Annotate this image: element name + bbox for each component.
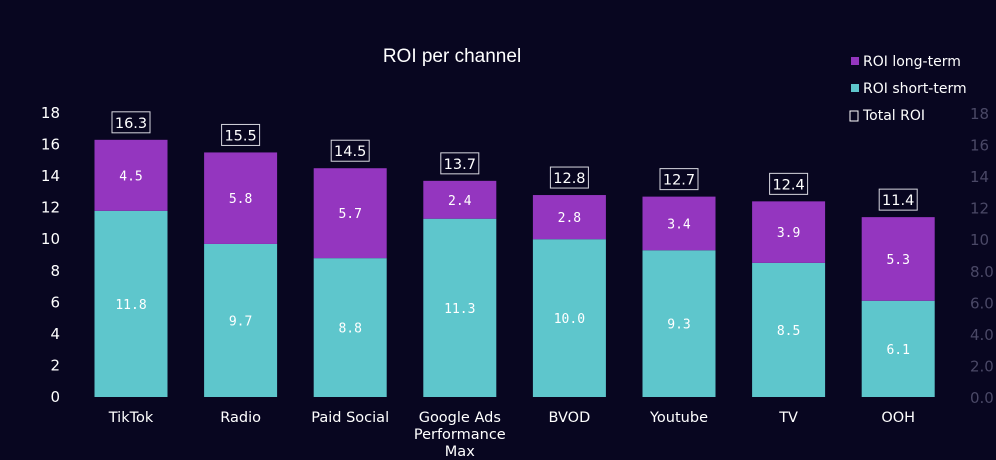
legend-swatch-total: [849, 110, 859, 122]
secondary-y-tick-label: 0.0: [970, 389, 994, 407]
bar-long-term: [423, 180, 497, 219]
total-label: 12.7: [663, 173, 695, 189]
legend-swatch: [851, 57, 859, 65]
x-tick-label: BVOD: [549, 410, 591, 426]
secondary-y-tick-label: 2.0: [970, 357, 994, 375]
bar-group: 9.3 3.4 12.7: [642, 168, 716, 397]
total-label: 15.5: [224, 128, 256, 144]
legend: ROI long-term ROI short-term Total ROI: [849, 54, 967, 124]
data-label-short-term: 11.8: [115, 298, 146, 313]
data-label-long-term: 4.5: [119, 169, 142, 184]
legend-label: ROI long-term: [863, 54, 961, 70]
y-tick-label: 12: [41, 199, 60, 217]
legend-swatch: [851, 84, 859, 92]
total-label-box: [659, 168, 699, 191]
total-label: 16.3: [115, 116, 147, 132]
total-label-box: [769, 172, 809, 195]
data-label-short-term: 9.7: [229, 314, 252, 329]
data-label-short-term: 10.0: [554, 312, 585, 327]
y-tick-label: 14: [41, 167, 60, 185]
data-label-long-term: 5.7: [338, 207, 361, 222]
y-tick-label: 16: [41, 136, 60, 154]
bar-long-term: [94, 139, 168, 211]
data-label-long-term: 2.4: [448, 194, 472, 209]
y-axis: 0 2 4 6 8 10 12 14 16 18: [41, 104, 60, 406]
bar-short-term: [94, 210, 168, 397]
total-label: 12.8: [553, 171, 585, 187]
secondary-y-tick-label: 6.0: [970, 294, 994, 312]
y-tick-label: 0: [50, 388, 60, 406]
bar-long-term: [752, 201, 826, 263]
data-label-short-term: 8.8: [338, 322, 361, 337]
secondary-y-tick-label: 18: [970, 105, 989, 123]
secondary-y-tick-label: 8.0: [970, 263, 994, 281]
bar-long-term: [642, 196, 716, 251]
data-label-short-term: 11.3: [444, 302, 475, 317]
data-label-long-term: 5.3: [886, 253, 909, 268]
x-tick-label: Google Ads Performance Max: [414, 410, 506, 460]
data-label-long-term: 3.4: [667, 217, 691, 232]
x-axis: TikTok Radio Paid Social Google Ads Performa…: [108, 410, 915, 460]
total-label: 12.4: [772, 177, 804, 193]
data-label-short-term: 6.1: [886, 343, 909, 358]
x-tick-label: Paid Social: [311, 410, 389, 426]
total-label-box: [549, 166, 589, 189]
y-tick-label: 6: [50, 293, 60, 311]
total-label-box: [440, 152, 480, 175]
total-label-box: [111, 111, 151, 134]
total-label: 11.4: [882, 193, 914, 209]
x-tick-label: Youtube: [649, 410, 708, 426]
x-tick-label: Radio: [220, 410, 261, 426]
bar-long-term: [313, 168, 387, 259]
secondary-y-axis-ghost: 18 16 14 12 10 8.0 6.0 4.0 2.0 0.0: [970, 105, 994, 407]
bar-short-term: [313, 258, 387, 397]
total-label-box: [878, 188, 918, 211]
bar-short-term: [642, 250, 716, 397]
chart-title: ROI per channel: [383, 46, 521, 67]
y-tick-label: 2: [50, 356, 60, 374]
total-label-box: [330, 139, 370, 162]
total-label: 13.7: [444, 157, 476, 173]
secondary-y-tick-label: 4.0: [970, 326, 994, 344]
bar-long-term: [204, 152, 278, 244]
total-label-box: [221, 123, 261, 146]
secondary-y-tick-label: 16: [970, 137, 989, 155]
y-tick-label: 10: [41, 230, 60, 248]
bar-group: 11.8 4.5 16.3: [94, 111, 168, 397]
data-label-long-term: 5.8: [229, 192, 252, 207]
x-tick-label: TikTok: [108, 410, 154, 426]
data-label-long-term: 3.9: [777, 226, 800, 241]
y-tick-label: 18: [41, 104, 60, 122]
x-tick-label: TV: [778, 410, 798, 426]
bar-short-term: [752, 262, 826, 397]
bar-group: 10.0 2.8 12.8: [532, 166, 606, 397]
bar-short-term: [204, 243, 278, 397]
bar-group: 8.8 5.7 14.5: [313, 139, 387, 397]
secondary-y-tick-label: 10: [970, 231, 989, 249]
secondary-y-tick-label: 14: [970, 168, 989, 186]
secondary-y-tick-label: 12: [970, 200, 989, 218]
bar-short-term: [861, 300, 935, 397]
bar-short-term: [532, 239, 606, 397]
bar-short-term: [423, 218, 497, 397]
total-label: 14.5: [334, 144, 366, 160]
bar-group: 8.5 3.9 12.4: [752, 172, 826, 397]
y-tick-label: 4: [50, 325, 60, 343]
y-tick-label: 8: [50, 262, 60, 280]
x-tick-label: OOH: [881, 410, 915, 426]
bars: 11.8 4.5 16.3 9.7 5.8 15.5 8.8 5.7 14.5 11.3 2.4 13…: [94, 111, 935, 397]
legend-label: ROI short-term: [863, 81, 967, 97]
bar-group: 6.1 5.3 11.4: [861, 188, 935, 397]
data-label-short-term: 9.3: [667, 318, 690, 333]
bar-group: 9.7 5.8 15.5: [204, 123, 278, 397]
data-label-long-term: 2.8: [558, 211, 581, 226]
legend-label: Total ROI: [862, 108, 925, 124]
bar-long-term: [861, 217, 935, 301]
bar-long-term: [532, 195, 606, 240]
data-label-short-term: 8.5: [777, 324, 800, 339]
bar-group: 11.3 2.4 13.7: [423, 152, 497, 397]
